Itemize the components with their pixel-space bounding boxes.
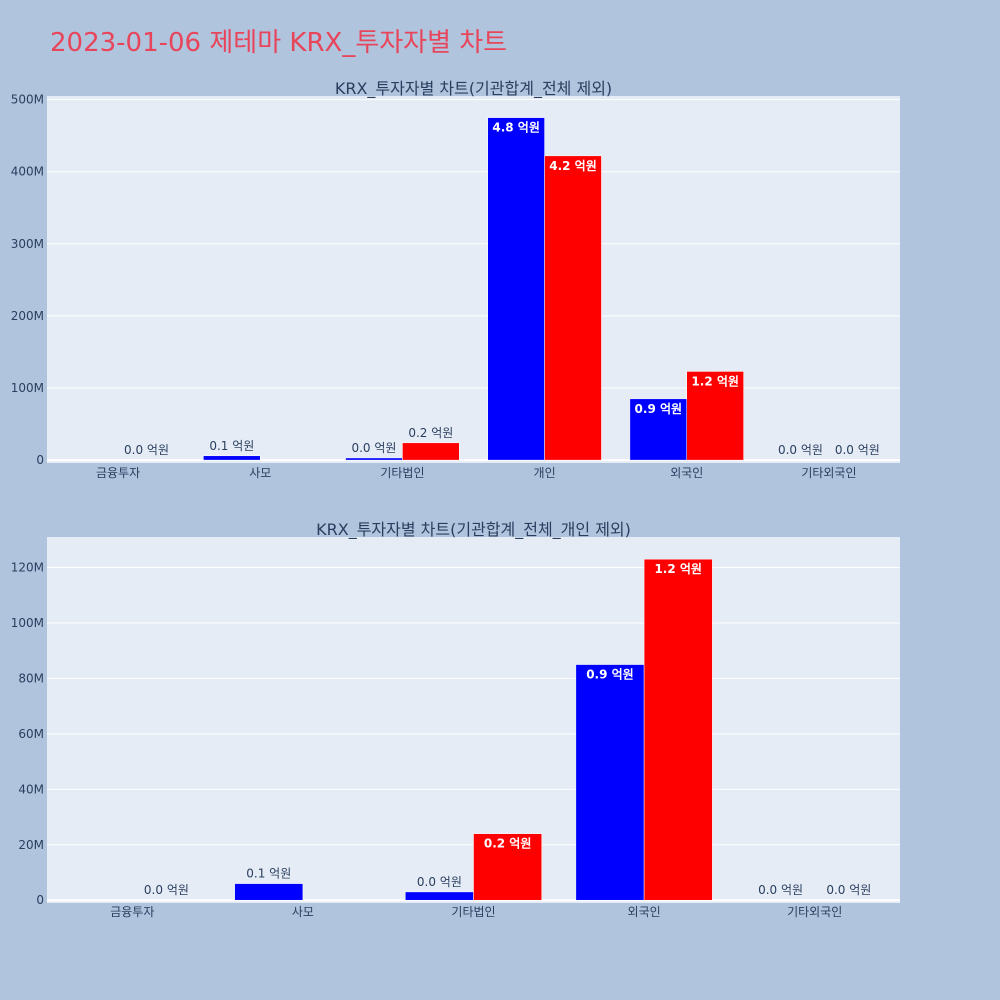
bar-value-label: 0.0 억원 [826,883,871,897]
bar-value-label: 0.0 억원 [124,443,169,457]
plot-area-1 [47,96,900,463]
bar-buy [487,117,545,461]
y-tick-label: 100M [11,616,44,630]
x-tick-label: 개인 [534,466,556,480]
bar-value-label: 0.2 억원 [484,837,532,851]
chart-title: KRX_투자자별 차트(기관합계_전체 제외) [335,79,612,99]
x-tick-label: 외국인 [670,466,703,480]
x-tick-label: 기타법인 [451,905,495,919]
bar-buy [405,891,474,901]
bar-buy [203,455,261,461]
bar-sell [473,833,542,901]
bar-value-label: 0.0 억원 [351,441,396,455]
y-tick-label: 40M [18,782,44,796]
bar-sell [544,155,602,461]
y-tick-label: 80M [18,671,44,685]
bar-value-label: 0.0 억원 [778,443,823,457]
x-tick-label: 외국인 [628,905,661,919]
y-tick-label: 60M [18,727,44,741]
bar-value-label: 0.2 억원 [408,426,453,440]
y-tick-label: 0 [36,453,44,467]
bar-value-label: 0.9 억원 [635,402,683,416]
x-tick-label: 금융투자 [96,466,140,480]
bar-value-label: 0.0 억원 [835,443,880,457]
x-tick-label: 기타외국인 [787,905,842,919]
y-tick-label: 120M [11,561,44,575]
y-tick-label: 400M [11,165,44,179]
y-tick-label: 100M [11,381,44,395]
bar-buy [345,457,403,461]
y-tick-label: 300M [11,237,44,251]
bar-value-label: 0.1 억원 [246,867,291,881]
x-tick-label: 사모 [249,466,271,480]
x-tick-label: 기타외국인 [801,466,856,480]
bar-value-label: 1.2 억원 [691,374,739,388]
y-tick-label: 0 [36,893,44,907]
bar-sell [402,442,460,461]
y-tick-label: 20M [18,838,44,852]
bar-value-label: 0.9 억원 [586,668,634,682]
bar-sell [686,371,744,461]
x-tick-label: 금융투자 [110,905,154,919]
bar-value-label: 0.1 억원 [209,439,254,453]
bar-value-label: 0.0 억원 [758,883,803,897]
bar-buy [575,664,645,901]
bar-value-label: 0.0 억원 [417,875,462,889]
bar-value-label: 0.0 억원 [144,883,189,897]
bar-value-label: 4.8 억원 [492,121,540,135]
bar-value-label: 1.2 억원 [654,562,702,576]
bar-sell [643,558,713,901]
chart-title: KRX_투자자별 차트(기관합계_전체_개인 제외) [316,520,631,540]
y-tick-label: 500M [11,93,44,107]
bar-buy [234,883,304,901]
x-tick-label: 기타법인 [380,466,424,480]
bar-value-label: 4.2 억원 [549,159,597,173]
x-tick-label: 사모 [292,905,314,919]
page-title: 2023-01-06 제테마 KRX_투자자별 차트 [50,28,508,58]
y-tick-label: 200M [11,309,44,323]
